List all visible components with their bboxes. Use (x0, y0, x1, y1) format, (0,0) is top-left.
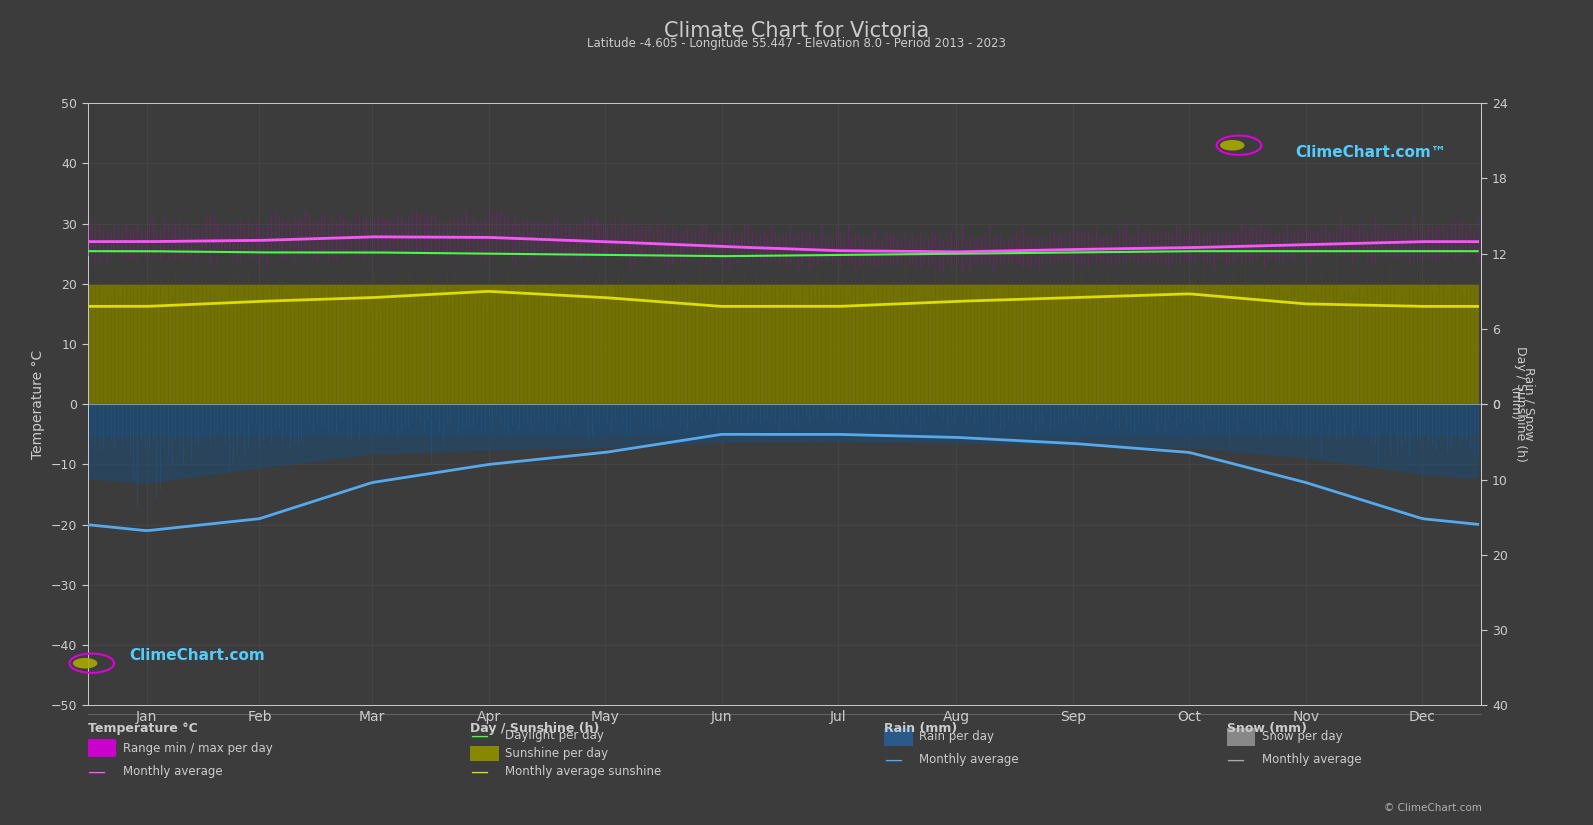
Text: ClimeChart.com™: ClimeChart.com™ (1295, 145, 1446, 160)
Y-axis label: Rain / Snow
(mm): Rain / Snow (mm) (1507, 367, 1536, 441)
Text: Day / Sunshine (h): Day / Sunshine (h) (470, 722, 599, 735)
Text: Climate Chart for Victoria: Climate Chart for Victoria (664, 21, 929, 40)
Text: © ClimeChart.com: © ClimeChart.com (1384, 803, 1481, 813)
Text: Range min / max per day: Range min / max per day (123, 742, 272, 755)
Text: —: — (884, 751, 902, 769)
Circle shape (1220, 140, 1244, 151)
Text: Latitude -4.605 - Longitude 55.447 - Elevation 8.0 - Period 2013 - 2023: Latitude -4.605 - Longitude 55.447 - Ele… (588, 37, 1005, 50)
Text: Sunshine per day: Sunshine per day (505, 747, 609, 760)
Text: Monthly average sunshine: Monthly average sunshine (505, 765, 661, 778)
Text: Rain per day: Rain per day (919, 730, 994, 743)
Text: Temperature °C: Temperature °C (88, 722, 198, 735)
Text: —: — (470, 727, 487, 745)
Y-axis label: Temperature °C: Temperature °C (32, 350, 45, 459)
Text: Snow (mm): Snow (mm) (1227, 722, 1306, 735)
Text: Monthly average: Monthly average (919, 753, 1020, 766)
Text: —: — (1227, 751, 1244, 769)
Text: —: — (88, 762, 105, 780)
Text: Rain (mm): Rain (mm) (884, 722, 957, 735)
Text: Snow per day: Snow per day (1262, 730, 1343, 743)
Y-axis label: Day / Sunshine (h): Day / Sunshine (h) (1515, 346, 1528, 462)
Text: Daylight per day: Daylight per day (505, 729, 604, 742)
Text: ClimeChart.com: ClimeChart.com (129, 648, 264, 663)
Circle shape (73, 658, 97, 668)
Text: —: — (470, 762, 487, 780)
Text: Monthly average: Monthly average (123, 765, 223, 778)
Text: Monthly average: Monthly average (1262, 753, 1362, 766)
